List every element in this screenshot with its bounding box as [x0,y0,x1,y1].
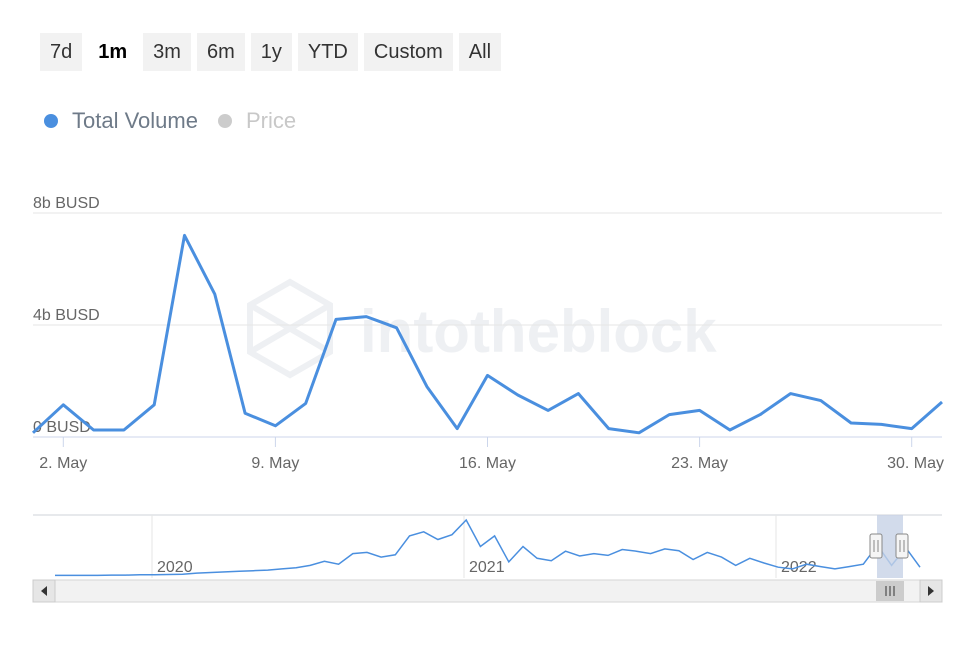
navigator-handle-right-icon[interactable] [895,533,909,559]
navigator[interactable]: 2020 2021 2022 [33,514,942,578]
navigator-series-line [55,518,921,577]
series-line-total-volume [31,233,943,435]
legend: Total Volume Price [44,108,296,134]
legend-dot-icon [217,114,232,128]
watermark-text: intotheblock [360,298,717,365]
x-tick-label: 23. May [671,455,728,472]
range-selector: 7d 1m 3m 6m 1y YTD Custom All [40,33,502,71]
y-tick-label: 8b BUSD [33,195,100,212]
x-tick-label: 9. May [251,455,299,472]
scrollbar[interactable] [32,579,943,603]
x-tick-label: 30. May [887,455,944,472]
arrow-right-icon [928,586,934,596]
x-axis: 2. May 9. May 16. May 23. May 30. May [39,437,944,472]
range-button-7d[interactable]: 7d [40,33,83,71]
x-tick-label: 16. May [459,455,516,472]
legend-label: Price [245,108,297,133]
range-button-6m[interactable]: 6m [196,33,245,71]
range-button-1y[interactable]: 1y [250,33,292,71]
y-axis: 0 BUSD 4b BUSD 8b BUSD [33,195,100,436]
range-button-3m[interactable]: 3m [143,33,191,71]
watermark-logo-icon [247,278,333,379]
navigator-year-label: 2021 [469,559,505,576]
legend-dot-icon [44,114,58,128]
legend-item-total-volume[interactable]: Total Volume [44,108,198,134]
range-button-ytd[interactable]: YTD [297,33,358,71]
legend-item-price[interactable]: Price [217,108,297,134]
range-button-1m[interactable]: 1m [88,33,138,71]
arrow-left-icon [41,586,47,596]
y-tick-label: 0 BUSD [33,419,91,436]
x-tick-label: 2. May [39,455,87,472]
range-button-custom[interactable]: Custom [363,33,453,71]
range-button-all[interactable]: All [458,33,502,71]
legend-label: Total Volume [72,108,198,133]
navigator-year-label: 2020 [157,559,193,576]
y-tick-label: 4b BUSD [33,307,100,324]
navigator-handle-left-icon[interactable] [869,533,883,559]
